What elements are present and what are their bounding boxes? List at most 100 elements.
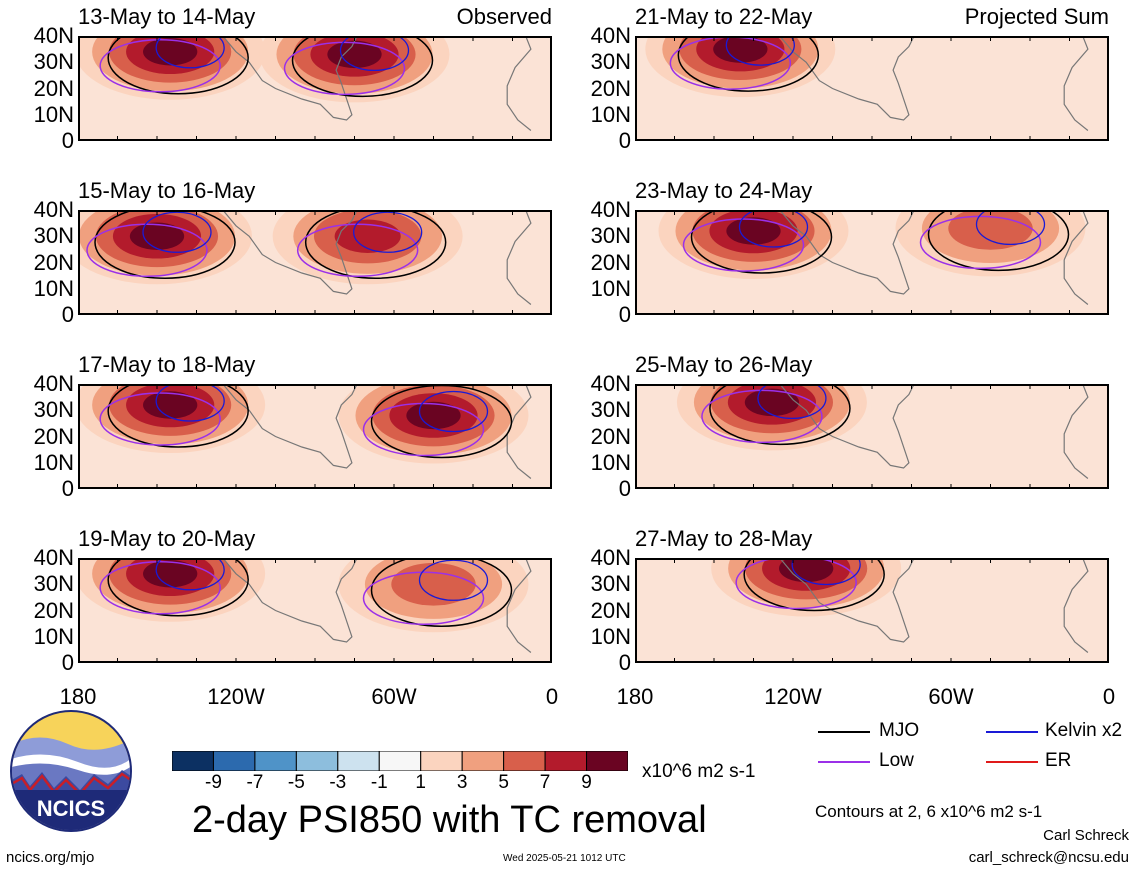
y-tick-label: 40N [590,545,631,570]
panel-map [78,558,552,663]
mjo-contour [94,210,236,279]
y-tick-label: 20N [33,597,74,623]
x-tick-label: 180 [59,684,97,709]
kelvin-contour [738,210,809,248]
coastline [1063,210,1089,305]
panel-map [78,210,552,315]
mjo-contour [690,210,833,274]
panel-map [78,384,552,489]
colorbar-tick-label: 3 [456,772,468,793]
kelvin-contour [353,211,423,253]
panel-period-title: 23-May to 24-May [635,178,813,203]
colorbar-bin [503,751,546,771]
y-tick-label: 40N [590,23,631,48]
y-tick-label: 30N [590,397,631,423]
y-tick-label: 0 [61,128,74,153]
colorbar-bin [337,751,380,771]
colorbar-tick-label: 5 [498,772,509,793]
mjo-contour [304,210,447,279]
y-tick-label: 0 [618,128,631,153]
y-tick-label: 10N [33,101,74,127]
low-contour [99,561,221,615]
colorbar-bin [172,751,214,771]
coastline [1063,558,1089,653]
anomaly-shading [334,219,401,253]
panel-period-title: 27-May to 28-May [635,526,813,551]
kelvin-contour [725,36,795,66]
colorbar-bin [212,751,256,771]
legend-label-mjo: MJO [879,720,920,741]
y-tick-label: 30N [33,49,74,75]
legend-label-kelvin: Kelvin x2 [1045,720,1123,741]
kelvin-contour [155,558,225,591]
kelvin-contour [418,559,489,601]
y-tick-label: 20N [33,423,74,449]
y-tick-label: 20N [590,597,631,623]
colorbar-bin [254,751,297,771]
y-tick-label: 10N [33,623,74,649]
low-contour [99,392,221,446]
y-tick-label: 30N [590,223,631,249]
contour-note: Contours at 2, 6 x10^6 m2 s-1 [815,802,1043,821]
colorbar-bin [378,751,422,771]
kelvin-contour [155,36,225,69]
panel-period-title: 15-May to 16-May [78,178,256,203]
panel-map [635,384,1109,489]
coastline [222,36,358,121]
mjo-contour [107,558,249,617]
y-tick-label: 10N [33,275,74,301]
panel-period-title: 19-May to 20-May [78,526,256,551]
y-tick-label: 30N [33,571,74,597]
colorbar-tick-label: 1 [415,772,427,793]
coastline [779,558,915,643]
kelvin-contour [757,384,827,420]
mjo-contour [107,36,249,95]
kelvin-contour [418,390,489,433]
kelvin-contour [339,36,410,72]
colorbar-tick-label: -1 [370,772,388,793]
panel-period-title: 17-May to 18-May [78,352,256,377]
y-tick-label: 40N [33,371,74,396]
panel-map [635,210,1109,315]
colorbar-tick-label: -3 [329,772,347,793]
coastline [222,384,358,469]
panel-period-title: 21-May to 22-May [635,4,813,29]
coastline [222,210,358,295]
panel-column-label: Projected Sum [964,4,1109,29]
low-contour [86,223,208,277]
mjo-contour [291,36,434,98]
coastline [506,210,532,305]
mjo-contour [743,558,885,612]
y-tick-label: 30N [33,223,74,249]
panel-map [78,36,552,141]
panel-map [635,558,1109,663]
author-name: Carl Schreck [1043,827,1129,844]
x-tick-label: 0 [545,684,559,709]
colorbar-bin [295,751,339,771]
anomaly-shading [391,562,476,606]
coastline [222,558,358,643]
y-tick-label: 0 [618,476,631,501]
colorbar-tick-label: 7 [539,772,551,793]
colorbar-tick-label: 9 [581,772,592,793]
kelvin-contour [975,210,1046,246]
coastline [506,558,532,653]
low-contour [682,218,805,272]
y-tick-label: 40N [33,545,74,570]
mjo-contour [677,36,820,92]
coastline [506,36,532,131]
y-tick-label: 10N [590,275,631,301]
y-tick-label: 0 [618,302,631,327]
author-email[interactable]: carl_schreck@ncsu.edu [968,849,1129,866]
colorbar-tick-label: -9 [205,772,222,793]
legend-line-mjo [818,731,870,733]
low-contour [735,558,857,610]
low-contour [296,223,419,277]
low-contour [701,389,823,444]
y-tick-label: 30N [590,571,631,597]
coastline [1063,384,1089,479]
y-tick-label: 10N [33,449,74,475]
kelvin-contour [142,211,212,253]
footer-url[interactable]: ncics.org/mjo [6,849,95,866]
legend-label-low: Low [879,750,914,771]
